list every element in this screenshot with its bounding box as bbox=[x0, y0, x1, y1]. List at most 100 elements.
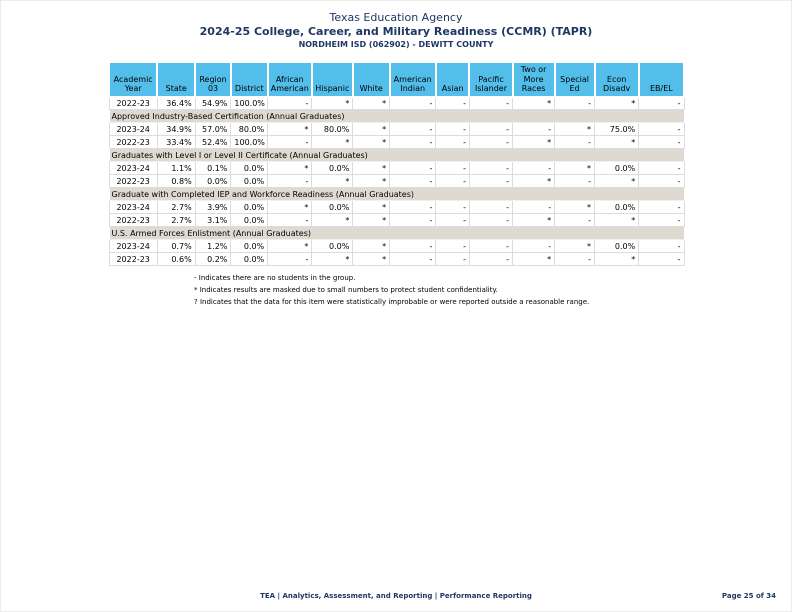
value-cell: - bbox=[468, 213, 514, 227]
value-cell: * bbox=[311, 213, 354, 227]
value-cell: * bbox=[594, 174, 640, 188]
value-cell: 0.8% bbox=[156, 174, 196, 188]
value-cell: - bbox=[435, 174, 470, 188]
value-cell: - bbox=[554, 174, 596, 188]
column-header: District bbox=[229, 61, 269, 98]
table-row: 2023-24 34.9% 57.0% 80.0% * 80.0% * - - - - * 75.0% - bbox=[108, 122, 685, 136]
footer-department-text: TEA | Analytics, Assessment, and Reporti… bbox=[260, 592, 532, 600]
value-cell: * bbox=[554, 239, 596, 253]
value-cell: - bbox=[468, 96, 514, 110]
section-header: Graduate with Completed IEP and Workforc… bbox=[108, 187, 685, 201]
value-cell: - bbox=[389, 96, 437, 110]
value-cell: * bbox=[352, 239, 391, 253]
column-header: EB/EL bbox=[637, 61, 686, 98]
table-row: 2022-23 33.4% 52.4% 100.0% - * * - - - * - * - bbox=[108, 135, 685, 149]
value-cell: - bbox=[435, 252, 470, 266]
value-cell: * bbox=[352, 200, 391, 214]
value-cell: * bbox=[554, 161, 596, 175]
footnote-dash: - Indicates there are no students in the… bbox=[194, 274, 356, 282]
section-row: U.S. Armed Forces Enlistment (Annual Gra… bbox=[108, 226, 685, 240]
value-cell: - bbox=[389, 239, 437, 253]
footnote-question: ? Indicates that the data for this item … bbox=[194, 298, 590, 306]
report-title: 2024-25 College, Career, and Military Re… bbox=[199, 25, 593, 38]
section-row: Graduates with Level I or Level II Certi… bbox=[108, 148, 685, 162]
value-cell: - bbox=[638, 213, 685, 227]
value-cell: * bbox=[267, 161, 313, 175]
value-cell: 0.0% bbox=[594, 239, 640, 253]
table-header-row: Academic Year State Region 03 District Afric… bbox=[107, 61, 686, 98]
academic-year-cell: 2022-23 bbox=[108, 213, 158, 227]
academic-year-cell: 2022-23 bbox=[108, 135, 158, 149]
value-cell: - bbox=[554, 96, 596, 110]
value-cell: 0.0% bbox=[311, 161, 354, 175]
value-cell: * bbox=[352, 174, 391, 188]
value-cell: * bbox=[594, 213, 640, 227]
column-header: White bbox=[351, 61, 391, 98]
value-cell: 54.9% bbox=[194, 96, 232, 110]
column-header: Asian bbox=[434, 61, 471, 98]
section-row: Approved Industry-Based Certification (A… bbox=[108, 109, 685, 123]
value-cell: 0.0% bbox=[230, 174, 269, 188]
academic-year-cell: 2022-23 bbox=[108, 174, 158, 188]
value-cell: 0.0% bbox=[230, 252, 269, 266]
value-cell: 0.0% bbox=[311, 200, 354, 214]
value-cell: * bbox=[512, 135, 556, 149]
value-cell: * bbox=[512, 252, 556, 266]
column-header: Two or More Races bbox=[511, 61, 556, 98]
value-cell: - bbox=[267, 174, 313, 188]
value-cell: * bbox=[311, 174, 354, 188]
value-cell: - bbox=[638, 135, 685, 149]
value-cell: * bbox=[512, 213, 556, 227]
table-row: 2023-24 1.1% 0.1% 0.0% * 0.0% * - - - - * 0.0% - bbox=[108, 161, 685, 175]
value-cell: * bbox=[594, 252, 640, 266]
value-cell: - bbox=[435, 122, 470, 136]
value-cell: - bbox=[638, 200, 685, 214]
value-cell: 57.0% bbox=[194, 122, 232, 136]
footer-page-number: Page 25 of 34 bbox=[721, 592, 776, 600]
value-cell: 0.1% bbox=[194, 161, 232, 175]
table-row: 2022-23 0.6% 0.2% 0.0% - * * - - - * - * - bbox=[108, 252, 685, 266]
value-cell: - bbox=[435, 200, 470, 214]
column-header: Pacific Islander bbox=[468, 61, 514, 98]
value-cell: - bbox=[389, 200, 437, 214]
academic-year-cell: 2023-24 bbox=[108, 161, 158, 175]
value-cell: 0.0% bbox=[230, 161, 269, 175]
value-cell: - bbox=[468, 122, 514, 136]
table-row: 2022-23 0.8% 0.0% 0.0% - * * - - - * - * - bbox=[108, 174, 685, 188]
value-cell: - bbox=[638, 239, 685, 253]
document-header: Texas Education Agency 2024-25 College, … bbox=[1, 11, 791, 50]
value-cell: - bbox=[512, 239, 556, 253]
value-cell: - bbox=[468, 239, 514, 253]
value-cell: * bbox=[594, 135, 640, 149]
value-cell: 0.0% bbox=[230, 213, 269, 227]
value-cell: 0.0% bbox=[230, 239, 269, 253]
value-cell: - bbox=[638, 174, 685, 188]
value-cell: - bbox=[468, 200, 514, 214]
column-header: Region 03 bbox=[194, 61, 232, 98]
value-cell: * bbox=[311, 96, 354, 110]
value-cell: 0.2% bbox=[194, 252, 232, 266]
value-cell: * bbox=[267, 239, 313, 253]
value-cell: * bbox=[594, 96, 640, 110]
value-cell: - bbox=[638, 96, 685, 110]
value-cell: - bbox=[267, 213, 313, 227]
value-cell: 52.4% bbox=[194, 135, 232, 149]
table-row: 2022-23 2.7% 3.1% 0.0% - * * - - - * - * - bbox=[108, 213, 685, 227]
table-row: 2023-24 2.7% 3.9% 0.0% * 0.0% * - - - - * 0.0% - bbox=[108, 200, 685, 214]
academic-year-cell: 2023-24 bbox=[108, 200, 158, 214]
value-cell: 0.7% bbox=[156, 239, 196, 253]
value-cell: - bbox=[468, 135, 514, 149]
value-cell: 0.0% bbox=[230, 200, 269, 214]
value-cell: 100.0% bbox=[230, 135, 269, 149]
value-cell: - bbox=[468, 252, 514, 266]
column-header: Special Ed bbox=[553, 61, 596, 98]
value-cell: - bbox=[435, 135, 470, 149]
value-cell: * bbox=[311, 252, 354, 266]
value-cell: - bbox=[435, 161, 470, 175]
section-header: Graduates with Level I or Level II Certi… bbox=[108, 148, 685, 162]
value-cell: * bbox=[311, 135, 354, 149]
value-cell: * bbox=[512, 174, 556, 188]
value-cell: 2.7% bbox=[156, 213, 196, 227]
district-subtitle: NORDHEIM ISD (062902) - DEWITT COUNTY bbox=[298, 40, 494, 49]
